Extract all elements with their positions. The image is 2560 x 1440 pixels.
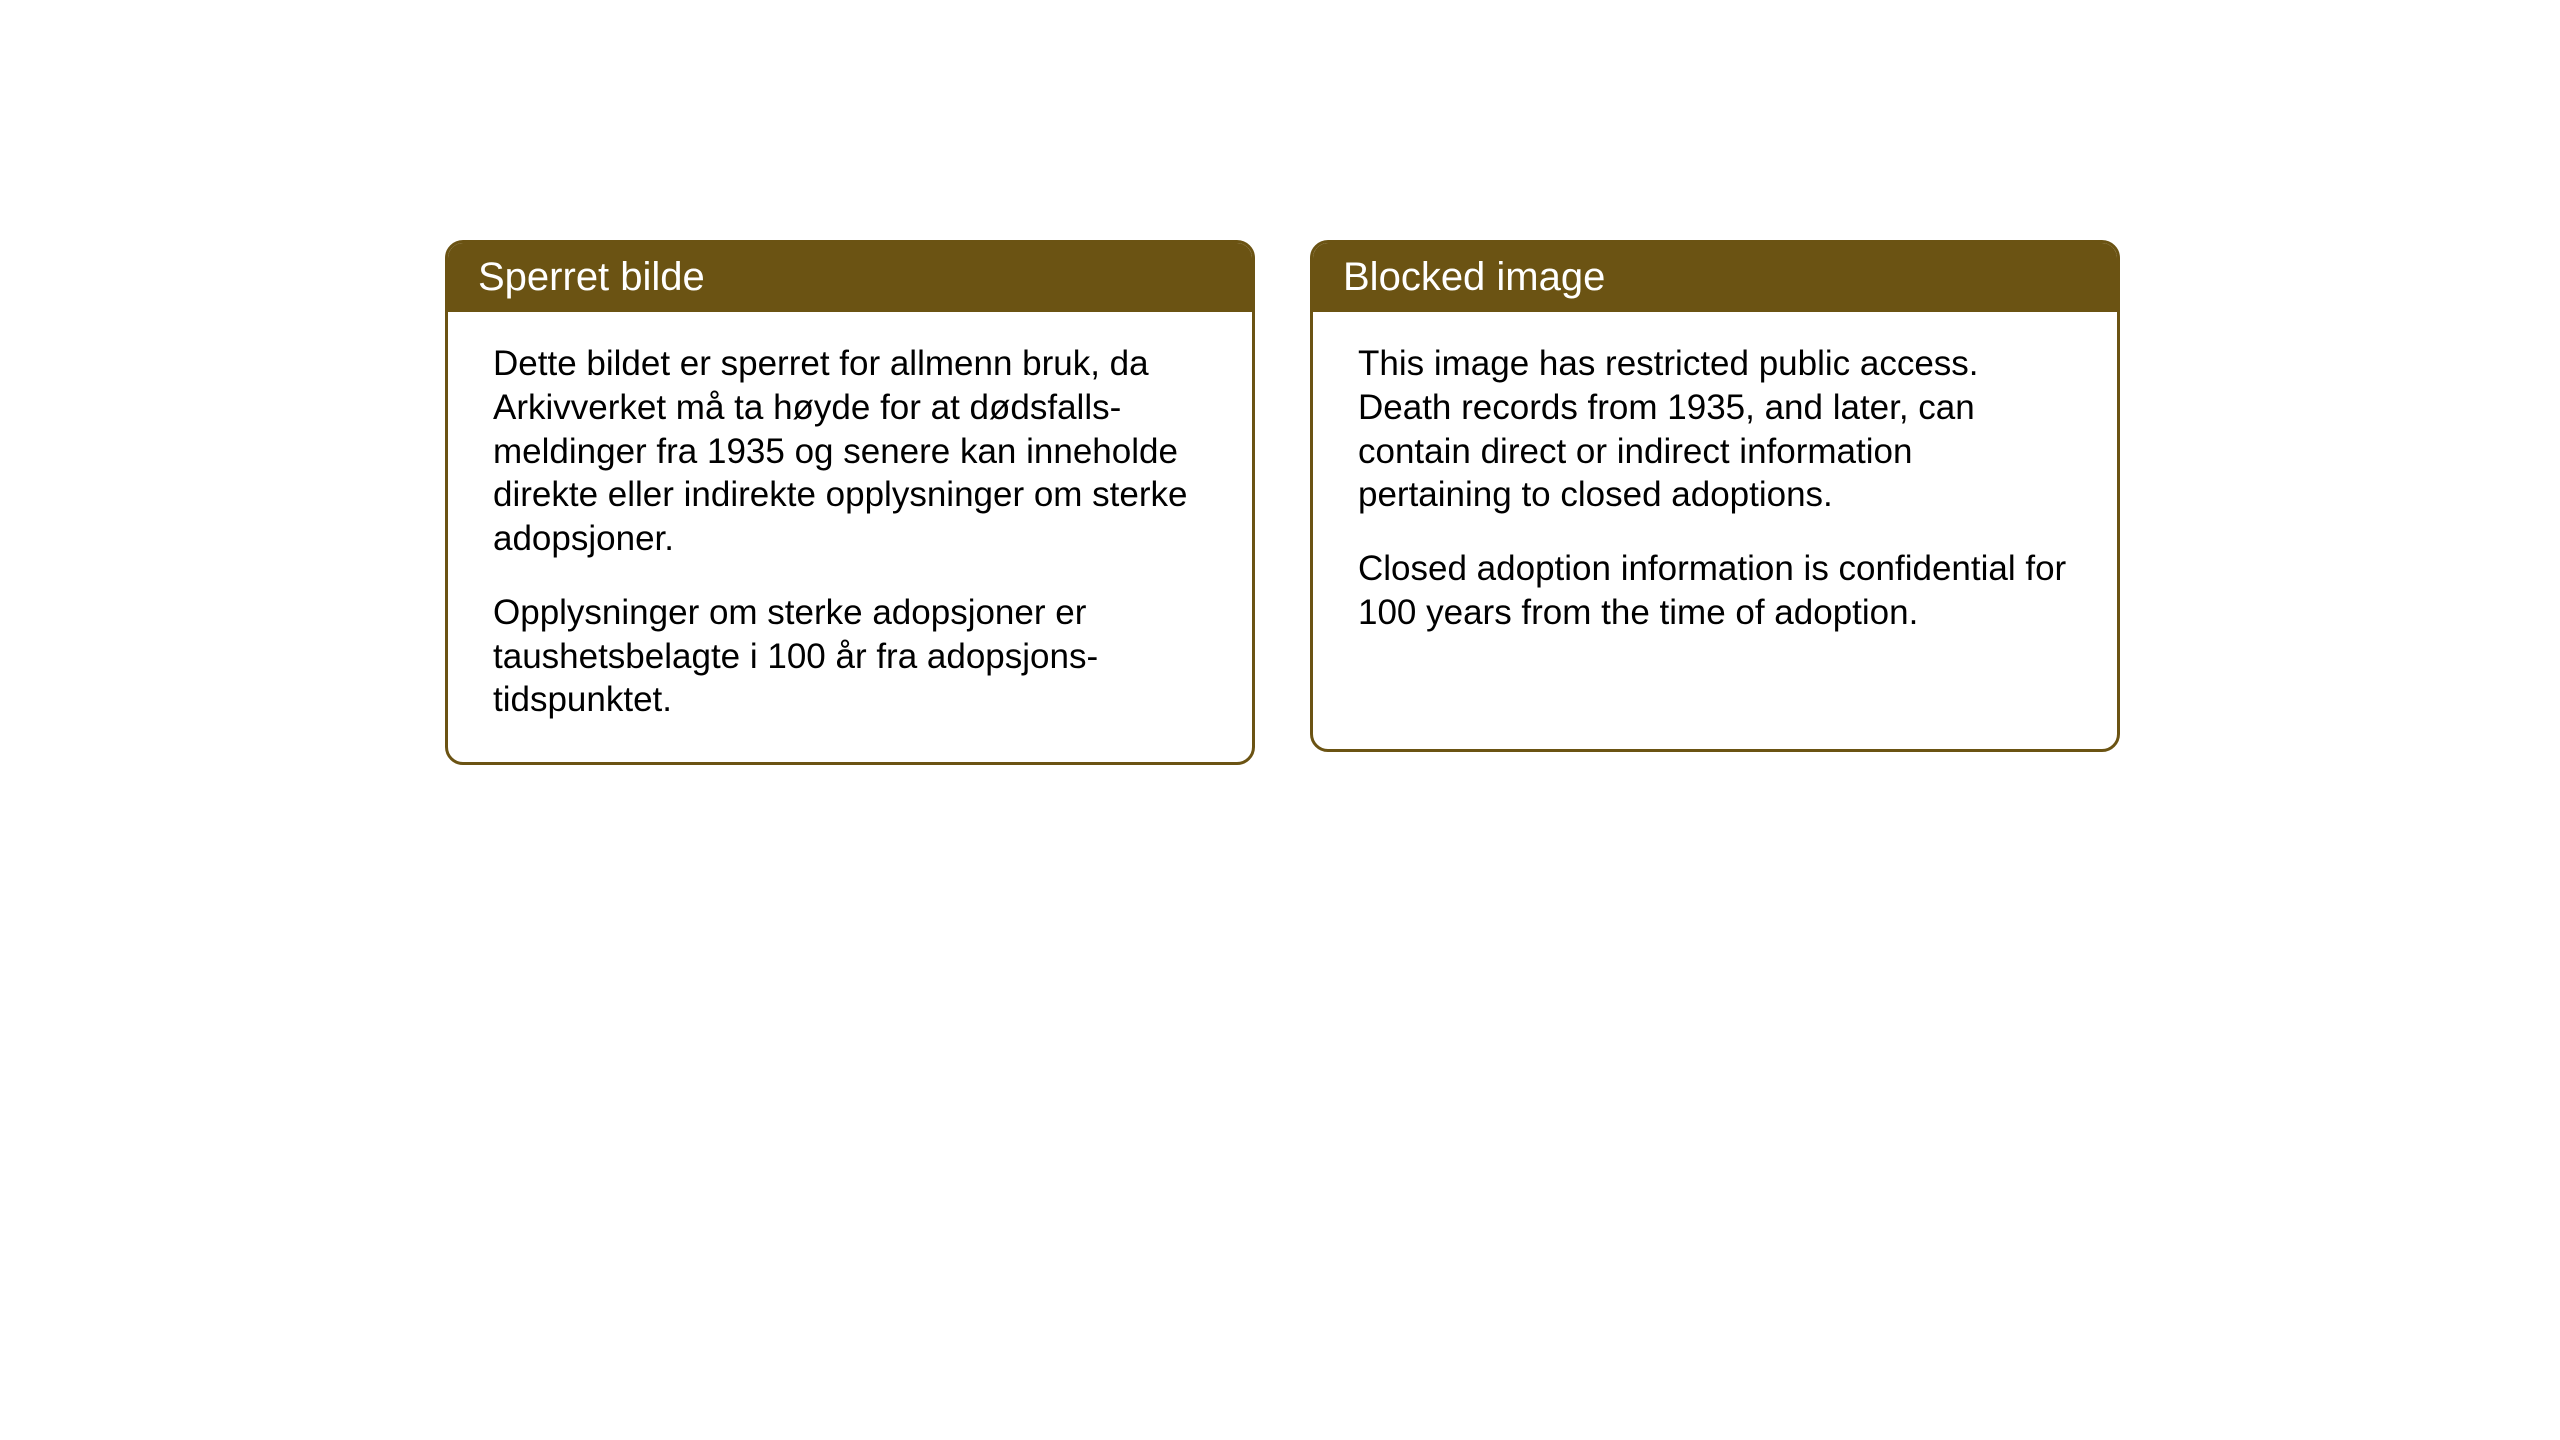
card-body-english: This image has restricted public access.… <box>1313 312 2117 675</box>
card-header-norwegian: Sperret bilde <box>448 243 1252 312</box>
notice-card-norwegian: Sperret bilde Dette bildet er sperret fo… <box>445 240 1255 765</box>
notice-container: Sperret bilde Dette bildet er sperret fo… <box>445 240 2120 765</box>
card-header-english: Blocked image <box>1313 243 2117 312</box>
card-body-norwegian: Dette bildet er sperret for allmenn bruk… <box>448 312 1252 762</box>
card-paragraph: This image has restricted public access.… <box>1358 342 2072 517</box>
card-paragraph: Dette bildet er sperret for allmenn bruk… <box>493 342 1207 561</box>
notice-card-english: Blocked image This image has restricted … <box>1310 240 2120 752</box>
card-paragraph: Closed adoption information is confident… <box>1358 547 2072 635</box>
card-paragraph: Opplysninger om sterke adopsjoner er tau… <box>493 591 1207 722</box>
